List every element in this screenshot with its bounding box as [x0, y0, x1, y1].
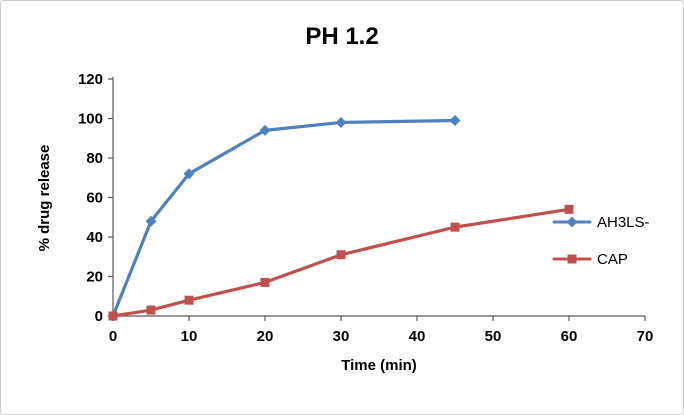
svg-text:50: 50: [485, 328, 502, 345]
svg-text:0: 0: [109, 328, 117, 345]
legend-label-cap: CAP: [597, 250, 628, 268]
svg-text:20: 20: [86, 269, 103, 286]
legend: AH3LS- CAP: [552, 211, 650, 270]
svg-text:60: 60: [561, 328, 578, 345]
svg-text:60: 60: [86, 190, 103, 207]
svg-text:0: 0: [95, 308, 103, 325]
diamond-marker-icon: [552, 216, 592, 228]
svg-text:120: 120: [78, 71, 103, 88]
x-axis-label: Time (min): [341, 357, 417, 374]
svg-text:10: 10: [181, 328, 198, 345]
svg-text:30: 30: [333, 328, 350, 345]
svg-text:70: 70: [637, 328, 654, 345]
svg-text:80: 80: [86, 150, 103, 167]
svg-text:40: 40: [86, 229, 103, 246]
legend-item-ah3ls: AH3LS-: [552, 211, 650, 233]
svg-text:20: 20: [257, 328, 274, 345]
chart-title: PH 1.2: [305, 23, 379, 50]
square-marker-icon: [552, 254, 592, 264]
legend-item-cap: CAP: [552, 248, 650, 270]
svg-text:40: 40: [409, 328, 426, 345]
y-axis-label: % drug release: [36, 144, 53, 252]
legend-label-ah3ls: AH3LS-: [597, 213, 650, 231]
svg-text:100: 100: [78, 111, 103, 128]
